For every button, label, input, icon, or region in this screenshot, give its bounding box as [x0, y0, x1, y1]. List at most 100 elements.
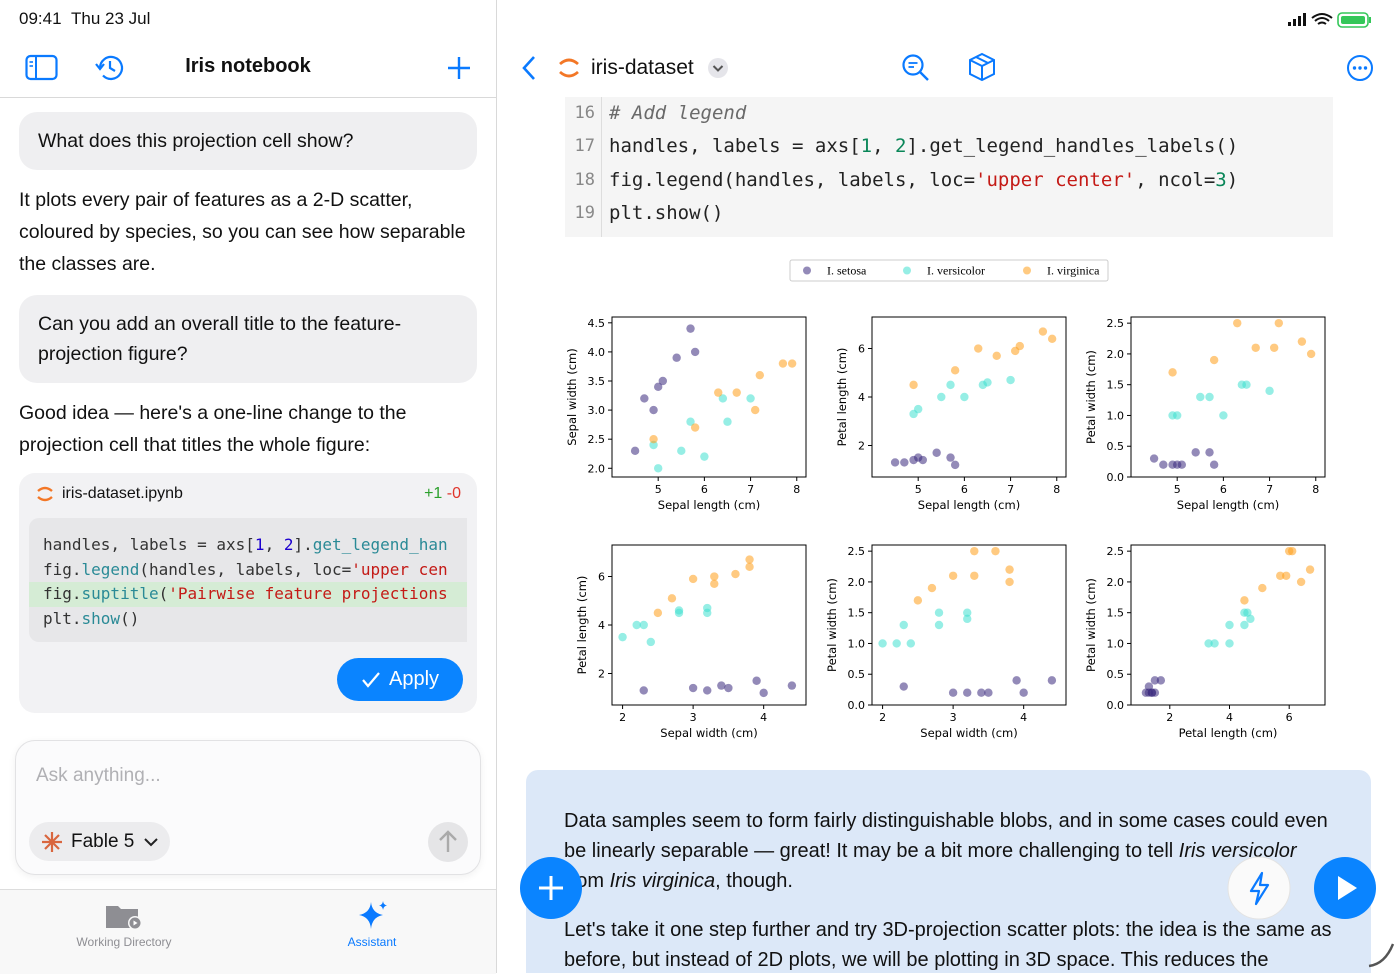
- folder-icon[interactable]: [104, 900, 144, 932]
- x-tick-label: 8: [793, 483, 800, 496]
- apply-button[interactable]: Apply: [337, 658, 463, 701]
- point: [1240, 620, 1249, 630]
- code-token: suptitle: [81, 584, 159, 603]
- point: [1276, 571, 1285, 580]
- x-tick-label: 5: [655, 483, 662, 496]
- text-run: Let's take it one step further and try 3…: [564, 919, 1332, 971]
- point: [970, 571, 979, 580]
- code-token: ,: [872, 135, 896, 158]
- point: [950, 366, 960, 375]
- point: [1287, 546, 1297, 556]
- x-tick-label: 7: [1266, 483, 1273, 496]
- scatter-panel: 5 6 7 8 2 4 6 Sepal length (cm) Petal length (cm…: [835, 316, 1067, 512]
- code-token: 2: [895, 135, 907, 158]
- y-tick-label: 6: [858, 343, 865, 356]
- point: [934, 608, 944, 617]
- point: [653, 382, 663, 392]
- back-button[interactable]: [519, 54, 539, 82]
- point: [1251, 343, 1260, 352]
- add-cell-button[interactable]: [519, 856, 583, 920]
- point: [900, 458, 909, 467]
- point: [963, 608, 972, 617]
- point: [703, 608, 712, 618]
- sparkle-icon[interactable]: [357, 900, 389, 932]
- point: [892, 639, 901, 648]
- text-run: Iris virginica: [609, 870, 716, 892]
- point: [1305, 565, 1315, 574]
- package-button[interactable]: [967, 52, 997, 82]
- search-button[interactable]: [901, 53, 931, 83]
- point: [1205, 392, 1214, 402]
- user-message: What does this projection cell show?: [19, 112, 477, 170]
- x-axis-label: Sepal length (cm): [1177, 498, 1279, 512]
- code-token: plt.show(): [609, 201, 724, 224]
- y-tick-label: 0.0: [1107, 699, 1125, 712]
- point: [646, 637, 655, 647]
- model-icon: [42, 831, 62, 852]
- point: [745, 562, 754, 572]
- code-token: (handles, labels, loc=: [139, 559, 352, 579]
- point: [755, 370, 765, 380]
- point: [991, 546, 1000, 556]
- y-tick-label: 2.0: [848, 576, 866, 589]
- x-tick-label: 4: [1020, 711, 1027, 724]
- y-tick-label: 2.0: [1107, 576, 1125, 589]
- notebook-title: iris-dataset: [591, 56, 694, 79]
- point: [714, 388, 723, 397]
- code-cell: 16 # Add legend 17 handles, labels = axs[1,…: [565, 97, 1333, 237]
- legend-marker: [803, 266, 811, 275]
- point: [787, 681, 797, 690]
- more-button[interactable]: [1346, 54, 1374, 82]
- y-tick-label: 3.0: [588, 404, 606, 417]
- point: [937, 392, 946, 402]
- point: [1019, 688, 1028, 697]
- line-number: 17: [574, 136, 595, 157]
- point: [1205, 448, 1214, 457]
- point: [1233, 318, 1242, 328]
- code-token: handles, labels = axs[: [609, 135, 861, 158]
- point: [913, 453, 923, 462]
- x-axis-label: Sepal width (cm): [660, 726, 757, 740]
- sidebar-toggle[interactable]: [25, 54, 59, 82]
- point: [690, 347, 700, 357]
- point: [674, 608, 684, 618]
- point: [1012, 676, 1021, 685]
- run-button[interactable]: [1313, 856, 1377, 920]
- point: [1015, 341, 1025, 351]
- legend-label: I. virginica: [1047, 264, 1100, 278]
- tab-label[interactable]: Working Directory: [76, 935, 172, 949]
- quick-action-button[interactable]: [1227, 856, 1291, 920]
- x-tick-label: 5: [915, 483, 922, 496]
- point: [1172, 460, 1182, 469]
- x-axis-label: Petal length (cm): [1179, 726, 1278, 740]
- history-button[interactable]: [94, 52, 126, 84]
- point: [950, 460, 960, 470]
- model-picker[interactable]: Fable 5: [29, 822, 170, 861]
- point: [677, 446, 686, 456]
- point: [750, 405, 760, 415]
- input-box[interactable]: Ask anything... Fable 5: [15, 740, 481, 875]
- point: [946, 380, 955, 390]
- point: [963, 688, 972, 697]
- point: [899, 682, 908, 691]
- code-line: handles, labels = axs[1, 2].get_legend_h…: [609, 135, 1238, 157]
- point: [658, 376, 668, 386]
- apply-label: Apply: [388, 668, 440, 690]
- code-token: fig.: [43, 559, 82, 579]
- x-tick-label: 6: [701, 483, 708, 496]
- point: [1296, 577, 1306, 587]
- point: [983, 378, 992, 387]
- code-token: show: [81, 608, 121, 628]
- tab-label[interactable]: Assistant: [347, 935, 397, 949]
- code-token: (): [120, 608, 140, 628]
- send-button[interactable]: [427, 821, 469, 863]
- point: [732, 388, 741, 397]
- point: [1172, 411, 1182, 420]
- code-token: 1: [860, 135, 873, 158]
- title-menu[interactable]: [707, 57, 729, 79]
- code-line: handles, labels = axs[1, 2].get_legend_h…: [29, 533, 467, 558]
- point: [1209, 460, 1219, 469]
- x-tick-label: 4: [760, 711, 767, 724]
- new-chat-button[interactable]: [446, 55, 472, 81]
